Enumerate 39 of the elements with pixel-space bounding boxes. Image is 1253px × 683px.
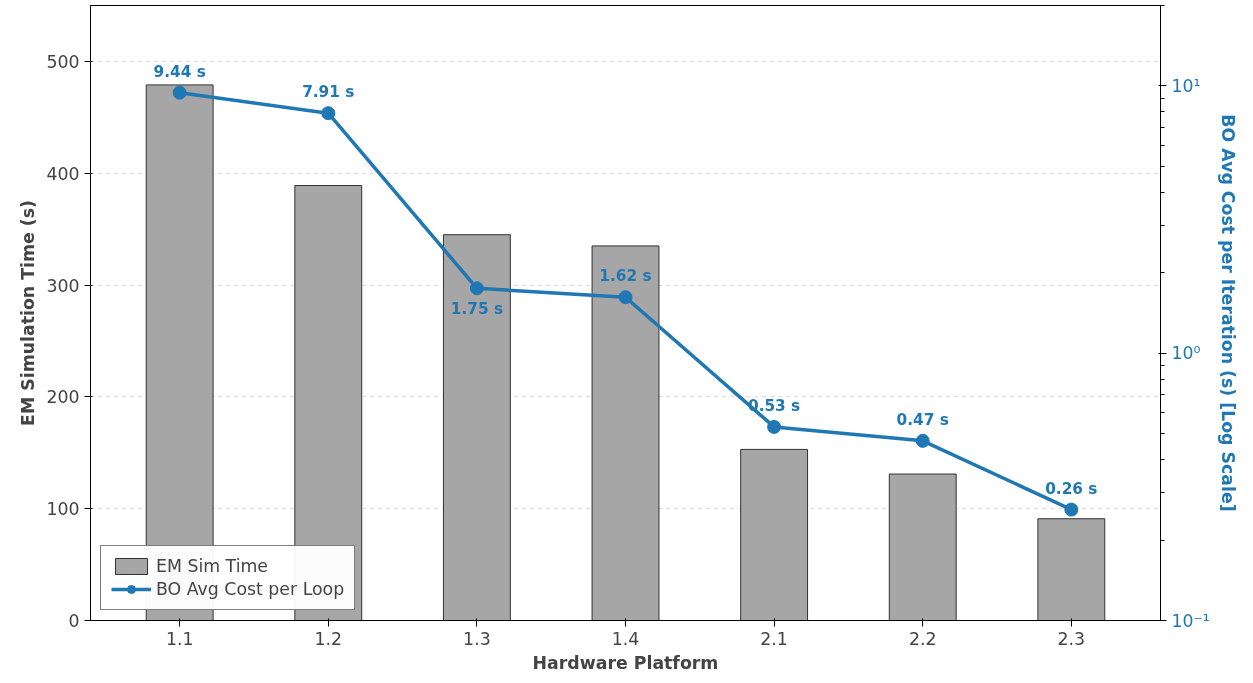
x-tick-label: 2.2 bbox=[908, 628, 937, 649]
data-label: 9.44 s bbox=[153, 62, 206, 81]
data-label: 0.47 s bbox=[896, 410, 949, 429]
y-tick-label: 200 bbox=[46, 387, 80, 408]
y-tick-label: 300 bbox=[46, 275, 80, 296]
point bbox=[618, 290, 633, 305]
x-tick-label: 1.3 bbox=[463, 628, 491, 649]
bar bbox=[591, 245, 660, 621]
x-tick-label: 2.1 bbox=[760, 628, 788, 649]
y-tick-label: 0 bbox=[68, 611, 80, 631]
bar bbox=[1037, 518, 1106, 621]
point bbox=[915, 433, 930, 448]
point bbox=[172, 85, 187, 100]
point bbox=[469, 281, 484, 296]
y-tick-label: 400 bbox=[46, 163, 80, 184]
x-tick-label: 2.3 bbox=[1057, 628, 1086, 649]
y-tick-label: 500 bbox=[46, 51, 80, 72]
bar bbox=[740, 448, 809, 621]
bar bbox=[442, 234, 511, 621]
x-tick-label: 1.1 bbox=[165, 628, 194, 649]
y2-tick-label: 10⁻¹ bbox=[1171, 610, 1210, 631]
data-label: 1.62 s bbox=[599, 267, 652, 286]
y2-tick-label: 10¹ bbox=[1171, 75, 1201, 96]
y2-tick-label: 10⁰ bbox=[1171, 343, 1201, 364]
data-label: 7.91 s bbox=[302, 83, 355, 102]
y-tick-label: 100 bbox=[46, 499, 80, 520]
data-label: 0.26 s bbox=[1045, 479, 1098, 498]
point bbox=[767, 419, 782, 434]
x-tick-label: 1.2 bbox=[314, 628, 343, 649]
y-axis-title: EM Simulation Time (s) bbox=[18, 200, 39, 426]
legend-label: EM Sim Time bbox=[156, 556, 269, 576]
legend-label: BO Avg Cost per Loop bbox=[156, 579, 345, 599]
bar bbox=[888, 473, 957, 621]
y2-axis-title: BO Avg Cost per Iteration (s) [Log Scale] bbox=[1217, 114, 1238, 512]
x-tick-label: 1.4 bbox=[611, 628, 640, 649]
point bbox=[321, 106, 336, 121]
point bbox=[1064, 502, 1079, 517]
data-label: 1.75 s bbox=[450, 300, 504, 319]
x-axis-title: Hardware Platform bbox=[532, 652, 719, 673]
